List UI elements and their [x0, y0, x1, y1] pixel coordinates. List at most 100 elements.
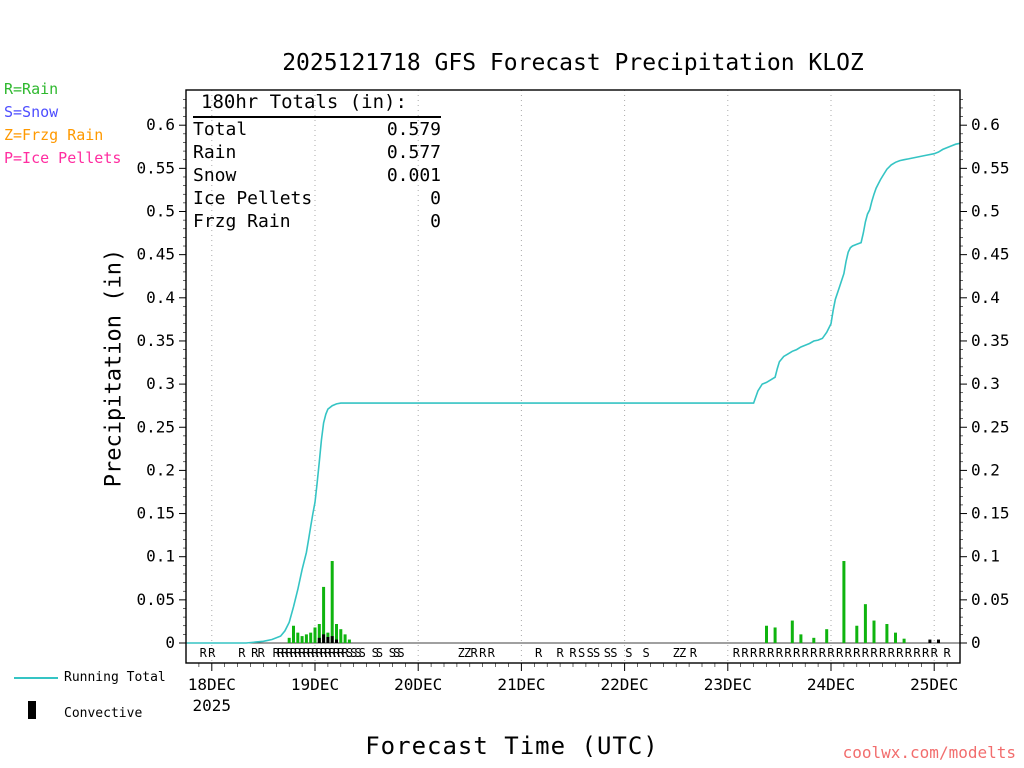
ptype-marker-R: R: [316, 646, 324, 660]
ptype-marker-S: S: [354, 646, 361, 660]
totals-value: 0.577: [386, 142, 441, 163]
totals-value: 0.579: [386, 119, 441, 140]
x-axis-label: Forecast Time (UTC): [365, 732, 659, 760]
precip-bar: [317, 624, 321, 643]
ptype-marker-R: R: [251, 646, 259, 660]
y-tick-label-left: 0.2: [146, 460, 175, 479]
precip-bar: [335, 624, 338, 643]
y-tick-label-left: 0: [165, 633, 175, 652]
ptype-marker-R: R: [258, 646, 266, 660]
y-tick-label-left: 0.05: [136, 590, 175, 609]
precip-bar: [855, 625, 859, 643]
ptype-marker-S: S: [587, 646, 594, 660]
precip-bar: [885, 624, 889, 643]
ptype-marker-R: R: [793, 646, 801, 660]
x-tick-label: 23DEC: [704, 675, 752, 694]
y-tick-label-right: 0.3: [971, 374, 1000, 393]
convective-bar-sample: [28, 701, 36, 719]
y-tick-label-right: 0.1: [971, 547, 1000, 566]
ptype-marker-R: R: [294, 646, 302, 660]
precip-bar: [313, 627, 317, 643]
legend-frzg-rain-key: Z=Frzg Rain: [4, 126, 104, 144]
legend-snow-key: S=Snow: [4, 103, 59, 121]
y-tick-label-right: 0.4: [971, 288, 1000, 307]
totals-label: Ice Pellets: [193, 188, 313, 209]
precip-bar: [872, 620, 876, 643]
ptype-marker-R: R: [329, 646, 337, 660]
precip-bar: [304, 634, 308, 643]
y-tick-label-right: 0.15: [971, 504, 1010, 523]
ptype-marker-R: R: [767, 646, 775, 660]
ptype-marker-S: S: [359, 646, 366, 660]
running-total-line-sample: [14, 677, 58, 679]
ptype-marker-S: S: [610, 646, 617, 660]
ptype-marker-R: R: [913, 646, 921, 660]
ptype-marker-R: R: [307, 646, 315, 660]
precip-bar: [322, 586, 326, 643]
ptype-marker-S: S: [604, 646, 611, 660]
totals-row-snow: Snow 0.001: [193, 164, 441, 187]
ptype-marker-R: R: [750, 646, 758, 660]
ptype-marker-R: R: [337, 646, 345, 660]
ptype-marker-R: R: [311, 646, 319, 660]
ptype-marker-R: R: [320, 646, 328, 660]
ptype-marker-R: R: [303, 646, 311, 660]
y-tick-label-left: 0.45: [136, 245, 175, 264]
y-tick-label-right: 0: [971, 633, 981, 652]
ptype-marker-R: R: [535, 646, 543, 660]
ptype-marker-R: R: [853, 646, 861, 660]
x-tick-label: 18DEC: [188, 675, 236, 694]
ptype-marker-S: S: [389, 646, 396, 660]
ptype-marker-S: S: [350, 646, 357, 660]
ptype-marker-R: R: [819, 646, 827, 660]
totals-value: 0.001: [386, 165, 441, 186]
ptype-marker-R: R: [281, 646, 289, 660]
totals-heading: 180hr Totals (in):: [193, 91, 441, 118]
ptype-marker-R: R: [556, 646, 564, 660]
precip-bar: [799, 634, 803, 643]
y-tick-label-right: 0.55: [971, 158, 1010, 177]
precip-bar: [347, 639, 351, 643]
ptype-marker-S: S: [642, 646, 649, 660]
ptype-marker-R: R: [879, 646, 887, 660]
precip-type-legend: R=Rain S=Snow Z=Frzg Rain P=Ice Pellets: [4, 78, 121, 170]
legend-ice-pellets-key: P=Ice Pellets: [4, 149, 122, 167]
precip-bar: [309, 632, 313, 643]
ptype-marker-R: R: [759, 646, 767, 660]
convective-bar: [928, 639, 932, 643]
totals-row-rain: Rain 0.577: [193, 141, 441, 164]
ptype-marker-R: R: [690, 646, 698, 660]
legend-convective-label: Convective: [64, 706, 143, 721]
precip-bar: [773, 627, 777, 643]
precip-bar: [765, 625, 768, 643]
y-tick-label-right: 0.35: [971, 331, 1010, 350]
ptype-marker-R: R: [845, 646, 853, 660]
ptype-marker-R: R: [888, 646, 896, 660]
convective-bar: [330, 636, 334, 643]
precip-bar: [292, 625, 295, 643]
y-tick-label-left: 0.25: [136, 417, 175, 436]
convective-bar: [322, 634, 326, 643]
ptype-marker-Z: Z: [679, 646, 686, 660]
ptype-marker-R: R: [896, 646, 904, 660]
totals-row-ice-pellets: Ice Pellets 0: [193, 187, 441, 210]
ptype-marker-R: R: [208, 646, 216, 660]
convective-bar: [937, 639, 940, 643]
totals-label: Snow: [193, 165, 237, 186]
x-tick-label: 22DEC: [601, 675, 649, 694]
totals-label: Total: [193, 119, 248, 140]
chart-title: 2025121718 GFS Forecast Precipitation KL…: [282, 50, 864, 76]
ptype-marker-S: S: [397, 646, 404, 660]
ptype-marker-R: R: [905, 646, 913, 660]
ptype-marker-R: R: [298, 646, 306, 660]
ptype-marker-R: R: [870, 646, 878, 660]
y-tick-label-left: 0.6: [146, 115, 175, 134]
ptype-marker-R: R: [569, 646, 577, 660]
ptype-marker-R: R: [470, 646, 478, 660]
ptype-marker-R: R: [277, 646, 285, 660]
y-tick-label-right: 0.6: [971, 115, 1000, 134]
ptype-marker-R: R: [943, 646, 951, 660]
precip-bar: [902, 638, 906, 643]
precip-bar: [812, 637, 816, 643]
precip-bar: [842, 561, 846, 643]
